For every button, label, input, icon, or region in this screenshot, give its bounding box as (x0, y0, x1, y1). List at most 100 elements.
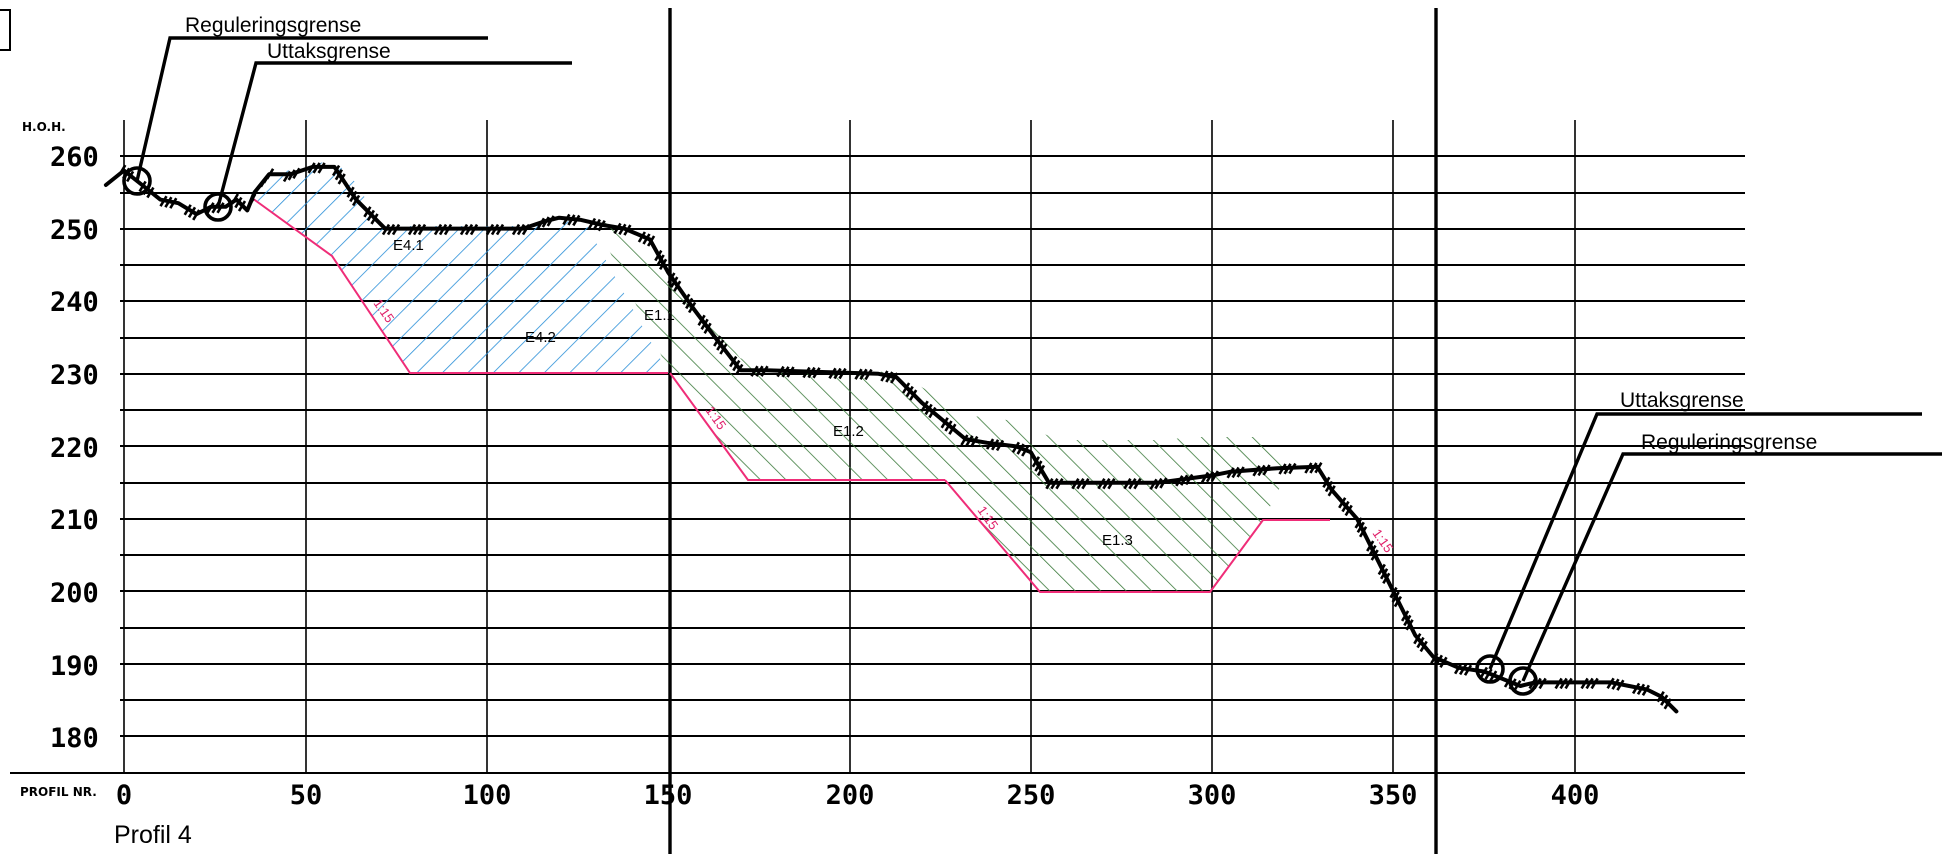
regulation-leader-left (135, 36, 488, 182)
terrain-hatch-mark (597, 220, 606, 232)
terrain-hatch-mark (1262, 464, 1271, 476)
terrain-hatch-mark (1338, 497, 1347, 509)
terrain-hatch-mark (331, 164, 341, 177)
terrain-hatch-mark (592, 218, 602, 231)
zone-label: E1.1 (644, 307, 675, 324)
terrain-hatch-mark (187, 206, 197, 218)
terrain-hatch-mark (349, 190, 358, 203)
terrain-hatch-mark (1611, 678, 1620, 690)
zone-label: E1.3 (1102, 532, 1133, 549)
terrain-hatch-mark (464, 223, 474, 236)
terrain-hatch-mark (1419, 640, 1428, 653)
terrain-hatch-mark (1616, 679, 1625, 691)
terrain-hatch-mark (654, 249, 663, 262)
terrain-hatch-mark (1309, 462, 1318, 474)
terrain-hatch-mark (1149, 478, 1158, 490)
terrain-hatch-mark (433, 223, 443, 236)
terrain-hatch-mark (1257, 464, 1266, 477)
terrain-hatch-mark (682, 293, 691, 305)
terrain-hatch-mark (1513, 680, 1522, 692)
terrain-hatch-mark (1479, 666, 1489, 679)
terrain-hatch-mark (732, 359, 741, 372)
terrain-hatch-mark (713, 335, 722, 347)
terrain-hatch-mark (1185, 473, 1194, 486)
terrain-hatch-mark (485, 223, 495, 236)
terrain-hatch-mark (1434, 654, 1444, 666)
terrain-hatch-mark (1606, 677, 1615, 689)
terrain-hatch-mark (909, 389, 918, 401)
terrain-hatch-mark (363, 206, 372, 218)
x-tick-label: 150 (644, 780, 693, 811)
extraction-limit-marker-right (1475, 654, 1505, 684)
terrain-hatch-mark (864, 368, 873, 381)
terrain-hatch-mark (1102, 478, 1111, 490)
terrain-hatch-mark (438, 223, 448, 236)
terrain-hatch-mark (1016, 443, 1025, 455)
terrain-hatch-mark (1430, 652, 1439, 664)
terrain-hatch-mark (1590, 677, 1599, 690)
y-tick-label: 230 (50, 360, 99, 391)
y-tick-label: 210 (50, 505, 99, 536)
terrain-hatch-mark (1453, 663, 1463, 675)
terrain-hatch-mark (1416, 636, 1425, 649)
terrain-hatch-mark (443, 223, 453, 236)
terrain-hatch-mark (1226, 467, 1235, 479)
terrain-hatch-mark (490, 223, 500, 236)
terrain-hatch-mark (944, 420, 953, 432)
terrain-hatch-mark (1314, 462, 1323, 474)
y-tick-label: 190 (50, 651, 99, 682)
terrain-hatch-mark (703, 322, 712, 334)
terrain-hatch-mark (960, 434, 969, 446)
terrain-hatch-mark (216, 202, 225, 214)
terrain-hatch-mark (1180, 474, 1189, 486)
terrain-hatch-mark (346, 186, 355, 198)
terrain-hatch-mark (541, 216, 550, 228)
terrain-hatch-mark (781, 366, 790, 378)
terrain-hatch-mark (760, 365, 769, 377)
terrain-hatch-mark (985, 438, 995, 450)
terrain-hatch-mark (495, 223, 505, 236)
x-tick-label: 200 (826, 780, 875, 811)
terrain-hatch-mark (658, 258, 668, 270)
terrain-hatch-mark (1327, 485, 1336, 497)
x-axis-ticks: 0 50 100 150 200 250 300 350 400 (116, 780, 1600, 811)
y-tick-label: 220 (50, 433, 99, 464)
terrain-hatch-mark (282, 170, 292, 183)
terrain-hatch-mark (802, 366, 811, 379)
terrain-hatch-mark (646, 235, 656, 247)
extraction-leader-right (1488, 412, 1922, 670)
terrain-hatch-mark (940, 417, 949, 429)
terrain-hatch-mark (905, 385, 914, 398)
terrain-hatch-mark (159, 195, 168, 207)
terrain-hatch-mark (637, 231, 647, 243)
terrain-hatch-mark (786, 366, 795, 378)
regulation-leader-right (1521, 452, 1942, 682)
terrain-hatch-mark (828, 367, 837, 379)
regulation-limit-marker-right (1508, 666, 1538, 696)
right-boundary-markers (1475, 412, 1942, 696)
terrain-hatch-mark (1354, 517, 1363, 529)
terrain-hatch-mark (1034, 460, 1043, 472)
extraction-limit-marker-left (203, 192, 233, 222)
x-tick-label: 0 (116, 780, 132, 811)
terrain-hatch-mark (928, 406, 937, 419)
terrain-hatch-mark (880, 370, 889, 382)
terrain-hatch-mark (623, 224, 632, 236)
y-tick-label: 240 (50, 287, 99, 318)
terrain-hatch-mark (307, 162, 316, 174)
terrain-hatch-mark (719, 343, 728, 355)
terrain-hatch-mark (750, 365, 759, 377)
terrain-hatch-mark (1021, 445, 1030, 457)
terrain-hatch-mark (1288, 462, 1297, 475)
terrain-hatch-mark (1559, 677, 1568, 690)
zone-e4-area (252, 160, 668, 373)
terrain-hatch-mark (265, 168, 275, 180)
terrain-hatch-mark (670, 276, 679, 288)
left-extraction-label: Uttaksgrense (267, 40, 391, 63)
left-regulation-label: Reguleringsgrense (185, 14, 361, 37)
x-tick-label: 350 (1369, 780, 1418, 811)
terrain-hatch-mark (1081, 478, 1090, 490)
terrain-hatch-mark (1377, 563, 1386, 576)
terrain-hatch-mark (1538, 677, 1547, 690)
